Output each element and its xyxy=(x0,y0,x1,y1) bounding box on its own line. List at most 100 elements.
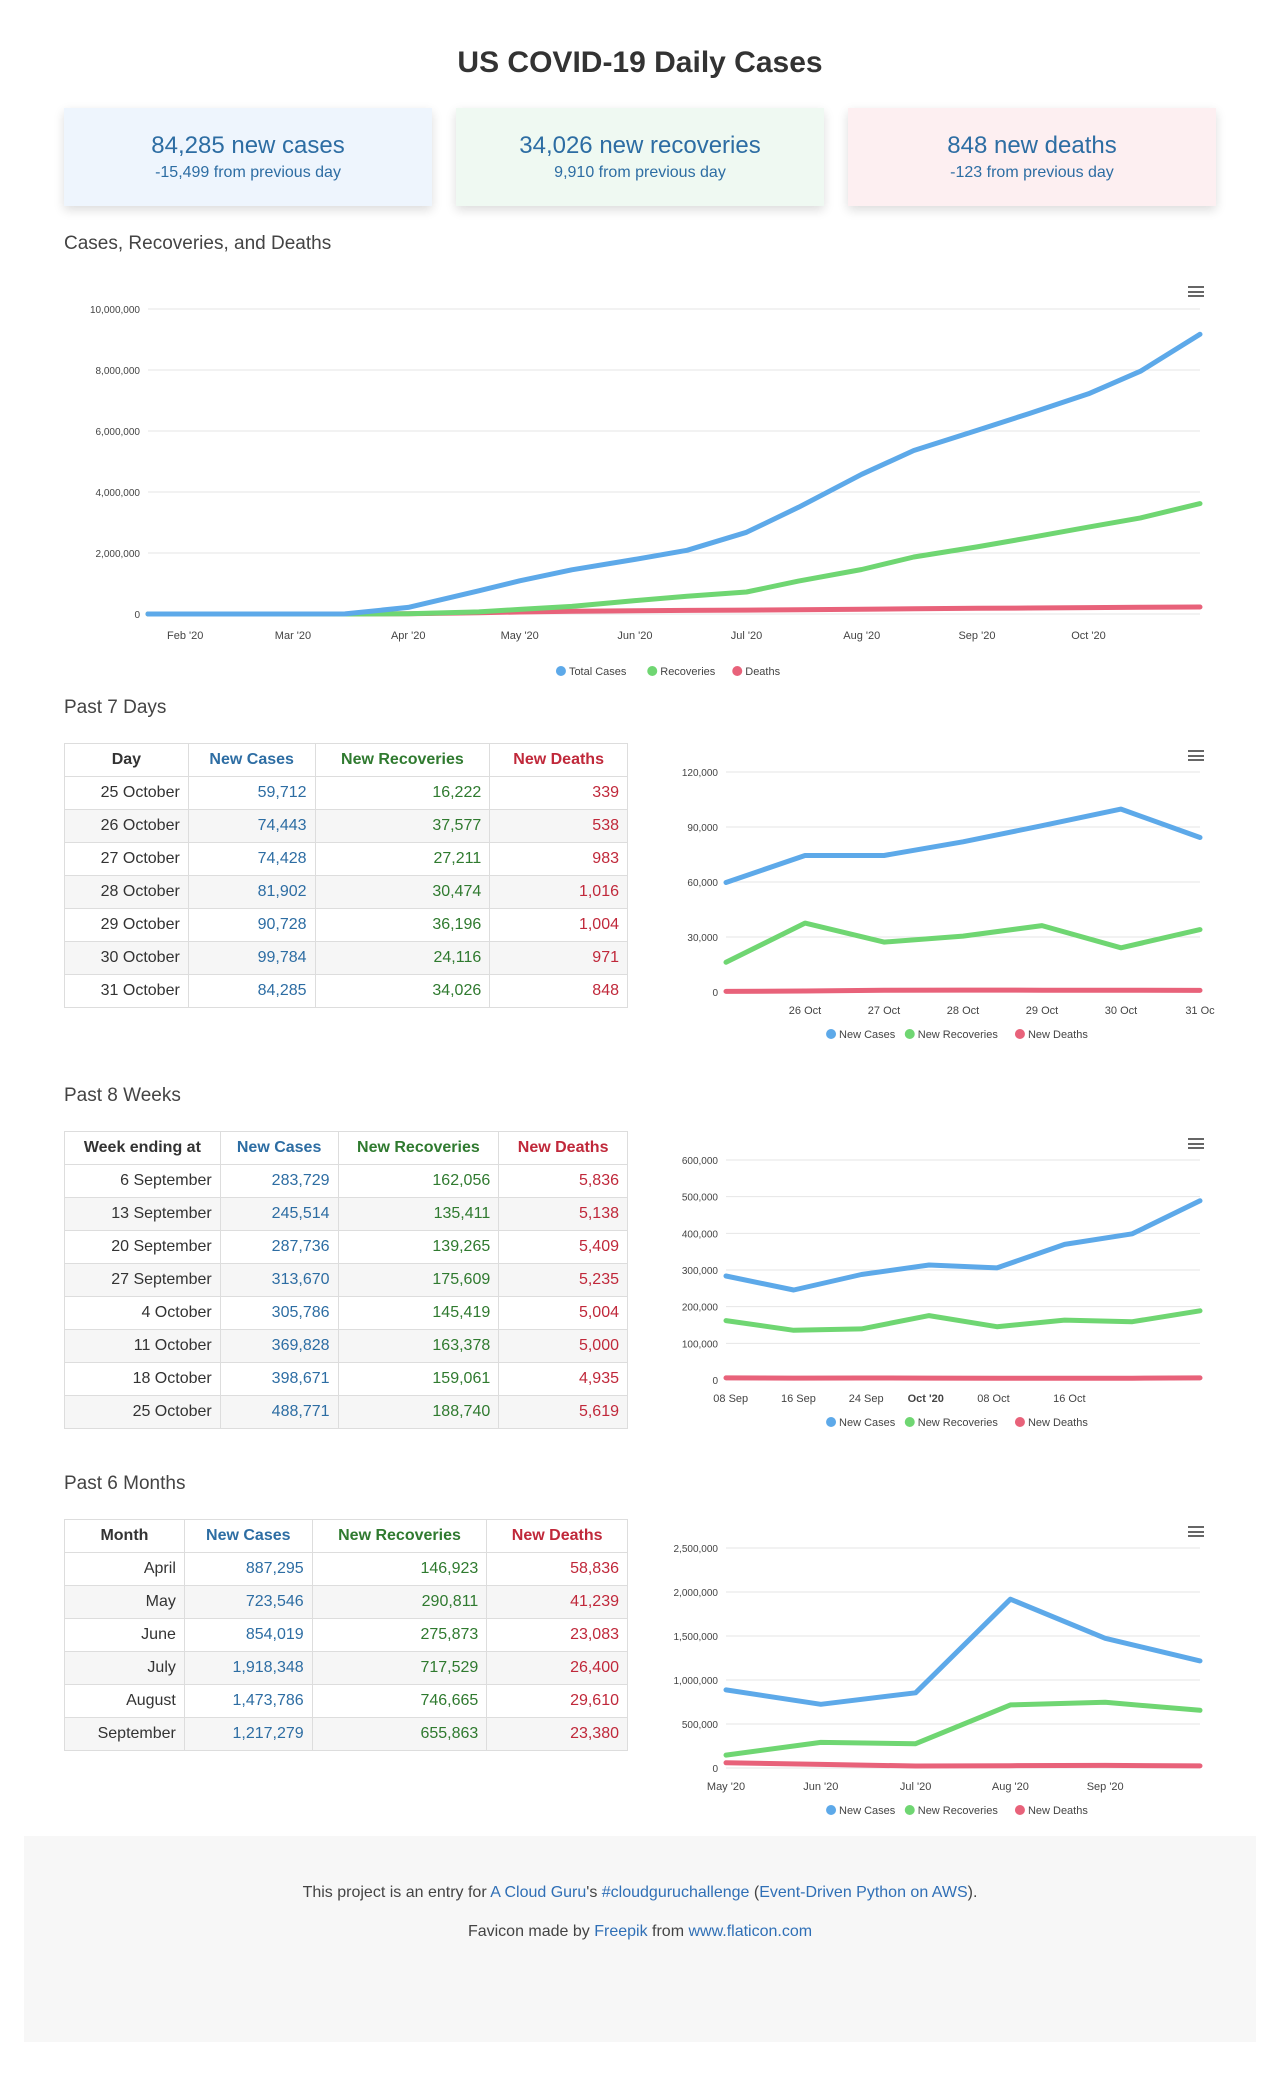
day-column-header: Day xyxy=(64,743,189,777)
chart-menu-icon[interactable] xyxy=(1188,1138,1204,1149)
months-table-body: April 887,295 146,923 58,836 May 723,546 290,8… xyxy=(64,1552,628,1751)
table-cell-label: 27 October xyxy=(64,842,189,876)
table-row: 6 September 283,729 162,056 5,836 xyxy=(64,1164,628,1198)
new-recoveries-delta: 9,910 from previous day xyxy=(554,164,726,181)
y-gridlines xyxy=(726,1547,1200,1769)
new-deaths-card: 848 new deaths -123 from previous day xyxy=(848,108,1216,206)
table-cell-new-cases: 99,784 xyxy=(187,941,316,975)
table-row: 25 October 488,771 188,740 5,619 xyxy=(64,1395,628,1429)
table-cell-new-cases: 283,729 xyxy=(219,1164,339,1198)
chart-menu-icon[interactable] xyxy=(1188,1526,1204,1537)
legend-label: New Recoveries xyxy=(918,1029,999,1041)
legend-marker xyxy=(1014,1805,1025,1815)
event-driven-python-link[interactable]: Event-Driven Python on AWS xyxy=(759,1884,968,1901)
x-tick-label: Jul '20 xyxy=(900,1781,931,1793)
x-tick-label: 26 Oct xyxy=(789,1005,821,1017)
legend-label: New Recoveries xyxy=(918,1417,999,1429)
table-cell-new-cases: 1,918,348 xyxy=(183,1651,313,1685)
table-cell-new-recoveries: 36,196 xyxy=(314,908,491,942)
table-cell-label: 29 October xyxy=(64,908,189,942)
new-recoveries-headline: 34,026 new recoveries xyxy=(519,132,761,159)
y-tick-label: 4,000,000 xyxy=(96,488,141,499)
footer-text: ). xyxy=(967,1884,978,1901)
x-tick-label: 24 Sep xyxy=(849,1393,884,1405)
table-header-row: Week ending at New Cases New Recoveries … xyxy=(64,1131,628,1165)
legend-item[interactable]: New Deaths xyxy=(1014,1805,1088,1817)
table-cell-label: 28 October xyxy=(64,875,189,909)
table-cell-new-cases: 488,771 xyxy=(219,1395,339,1429)
cloudguruchallenge-link[interactable]: #cloudguruchallenge xyxy=(601,1884,750,1901)
legend-item[interactable]: Recoveries xyxy=(647,666,716,678)
legend-item[interactable]: New Recoveries xyxy=(904,1417,999,1429)
table-cell-new-cases: 74,443 xyxy=(187,809,316,843)
chart-svg: 0 30,000 60,000 90,000 120,000 26 Oct 27 Oct 28… xyxy=(682,768,1215,1041)
legend-item[interactable]: New Recoveries xyxy=(904,1805,999,1817)
table-cell-new-cases: 369,828 xyxy=(219,1329,339,1363)
y-tick-label: 0 xyxy=(134,610,140,621)
y-tick-label: 500,000 xyxy=(682,1720,719,1731)
legend-label: Total Cases xyxy=(569,666,627,678)
legend-item[interactable]: Total Cases xyxy=(555,666,627,678)
table-cell-new-deaths: 848 xyxy=(489,974,628,1008)
legend-label: New Cases xyxy=(839,1805,896,1817)
legend-item[interactable]: New Deaths xyxy=(1014,1417,1088,1429)
legend-label: New Cases xyxy=(839,1029,896,1041)
table-row: April 887,295 146,923 58,836 xyxy=(64,1552,628,1586)
table-cell-new-deaths: 29,610 xyxy=(486,1684,628,1718)
y-tick-label: 2,500,000 xyxy=(674,1544,719,1555)
new-cases-card: 84,285 new cases -15,499 from previous d… xyxy=(64,108,432,206)
y-tick-label: 8,000,000 xyxy=(96,366,141,377)
x-tick-label: 16 Oct xyxy=(1053,1393,1085,1405)
chart-menu-icon[interactable] xyxy=(1188,286,1204,297)
new-cases-column-header: New Cases xyxy=(187,743,316,777)
table-cell-new-recoveries: 655,863 xyxy=(311,1717,488,1751)
legend-item[interactable]: New Recoveries xyxy=(904,1029,999,1041)
freepik-link[interactable]: Freepik xyxy=(594,1923,648,1940)
y-tick-label: 1,500,000 xyxy=(674,1632,719,1643)
flaticon-link[interactable]: www.flaticon.com xyxy=(688,1923,813,1940)
legend-label: New Recoveries xyxy=(918,1805,999,1817)
a-cloud-guru-link[interactable]: A Cloud Guru xyxy=(490,1884,587,1901)
table-cell-new-recoveries: 746,665 xyxy=(311,1684,488,1718)
table-header-row: Month New Cases New Recoveries New Death… xyxy=(64,1519,628,1553)
weeks-table-body: 6 September 283,729 162,056 5,836 13 Septemb… xyxy=(64,1164,628,1429)
table-row: 30 October 99,784 24,116 971 xyxy=(64,941,628,975)
legend-marker xyxy=(904,1805,915,1815)
legend-item[interactable]: New Cases xyxy=(826,1029,896,1041)
new-cases-column-header: New Cases xyxy=(183,1519,313,1553)
x-tick-label: 08 Oct xyxy=(977,1393,1009,1405)
table-cell-label: 25 October xyxy=(64,1395,221,1429)
legend-label: New Deaths xyxy=(1028,1029,1088,1041)
table-cell-new-cases: 887,295 xyxy=(183,1552,313,1586)
table-cell-new-deaths: 5,409 xyxy=(498,1230,628,1264)
x-tick-label: Oct '20 xyxy=(1071,630,1106,642)
chart-svg: 0 100,000 200,000 300,000 400,000 500,000 600,… xyxy=(682,1156,1203,1429)
table-cell-label: 26 October xyxy=(64,809,189,843)
y-tick-label: 200,000 xyxy=(682,1303,719,1314)
series-line xyxy=(723,1198,1203,1293)
table-cell-new-deaths: 41,239 xyxy=(486,1585,628,1619)
x-tick-label: Aug '20 xyxy=(992,1781,1029,1793)
y-tick-label: 0 xyxy=(712,1376,718,1387)
y-tick-label: 120,000 xyxy=(682,768,719,779)
chart-legend: New Cases New Recoveries New Deaths xyxy=(826,1029,1088,1041)
y-tick-label: 0 xyxy=(712,988,718,999)
footer-credit-line: This project is an entry for A Cloud Gur… xyxy=(24,1836,1256,1902)
x-tick-label: Jun '20 xyxy=(617,630,652,642)
x-tick-label: Sep '20 xyxy=(958,630,995,642)
chart-menu-icon[interactable] xyxy=(1188,750,1204,761)
table-cell-new-recoveries: 37,577 xyxy=(314,809,491,843)
legend-item[interactable]: Deaths xyxy=(732,666,781,678)
x-tick-label: 08 Sep xyxy=(713,1393,748,1405)
footer: This project is an entry for A Cloud Gur… xyxy=(24,1836,1256,2042)
table-row: 11 October 369,828 163,378 5,000 xyxy=(64,1329,628,1363)
y-tick-label: 100,000 xyxy=(682,1339,719,1350)
legend-item[interactable]: New Cases xyxy=(826,1417,896,1429)
legend-marker xyxy=(826,1417,837,1427)
table-cell-new-recoveries: 163,378 xyxy=(337,1329,500,1363)
new-deaths-delta: -123 from previous day xyxy=(950,164,1114,181)
table-cell-label: 30 October xyxy=(64,941,189,975)
legend-item[interactable]: New Deaths xyxy=(1014,1029,1088,1041)
new-deaths-column-header: New Deaths xyxy=(498,1131,628,1165)
legend-item[interactable]: New Cases xyxy=(826,1805,896,1817)
